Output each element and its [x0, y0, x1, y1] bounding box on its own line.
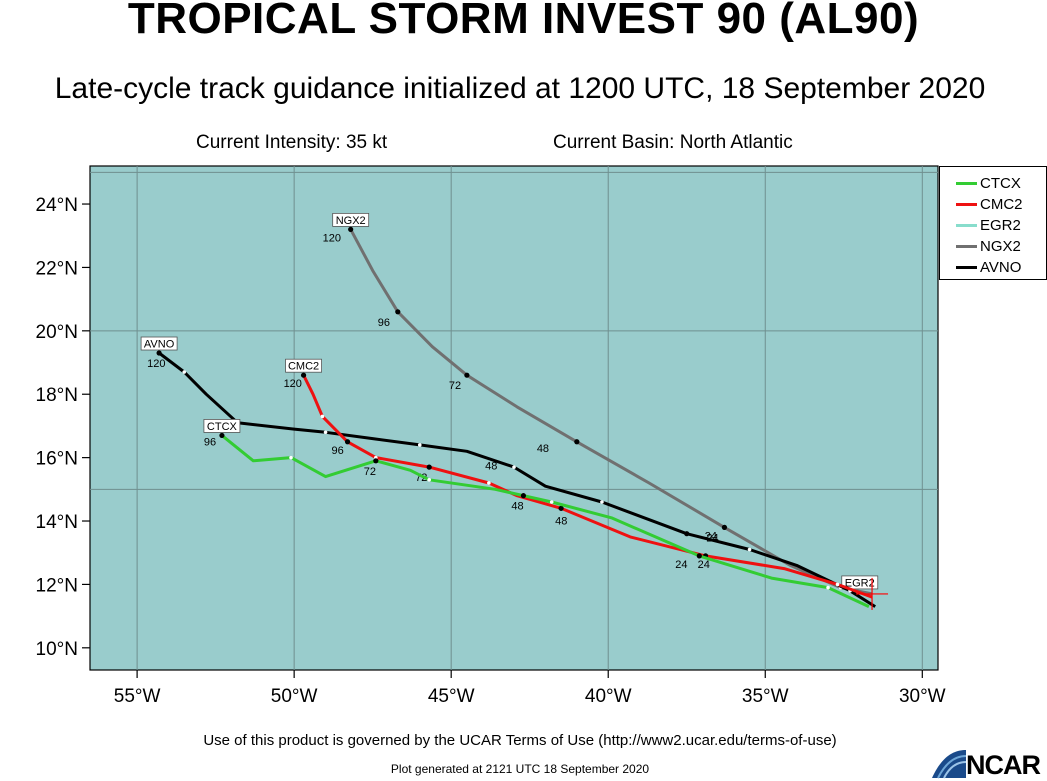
current-intensity: Current Intensity: 35 kt	[196, 132, 388, 153]
track-fix-cmc2	[426, 464, 432, 470]
lon-tick-label: 30°W	[899, 686, 946, 707]
track-point-avno	[323, 430, 328, 435]
track-end-label-avno: AVNO	[144, 339, 175, 351]
track-cmc2	[302, 374, 873, 599]
chart-title: TROPICAL STORM INVEST 90 (AL90)	[127, 0, 920, 43]
track-fix-ctcx	[696, 553, 702, 559]
track-end-box-cmc2	[285, 358, 322, 373]
legend-swatch-ctcx	[956, 181, 977, 185]
forecast-hour-label: 48	[511, 501, 523, 513]
track-fix-ngx2	[464, 372, 470, 378]
forecast-hour-label: 96	[204, 436, 216, 448]
legend-item-cmc2: CMC2	[956, 194, 1023, 214]
track-fix-ngx2	[574, 439, 580, 445]
legend-swatch-ngx2	[956, 244, 977, 248]
legend-label-ngx2: NGX2	[980, 237, 1021, 255]
legend-item-egr2: EGR2	[956, 215, 1021, 235]
lon-tick-label: 35°W	[742, 686, 789, 707]
lat-tick-label: 20°N	[36, 322, 78, 343]
track-fix-ctcx	[219, 432, 225, 439]
track-fix-ngx2	[348, 226, 354, 232]
track-point-ctcx	[427, 478, 432, 482]
track-avno	[158, 351, 876, 608]
track-point-avno	[417, 443, 422, 447]
current-basin: Current Basin: North Atlantic	[553, 132, 793, 153]
forecast-hour-label: 120	[147, 358, 165, 370]
lat-tick-label: 22°N	[36, 258, 78, 279]
forecast-hour-label: 48	[537, 443, 549, 455]
legend-item-ngx2: NGX2	[956, 236, 1021, 256]
terms-of-use: Use of this product is governed by the U…	[203, 732, 837, 749]
track-point-ctcx	[826, 585, 830, 590]
legend-item-avno: AVNO	[956, 257, 1021, 277]
track-point-cmc2	[487, 481, 491, 485]
legend-label-egr2: EGR2	[980, 216, 1021, 234]
track-point-avno	[512, 465, 516, 469]
lat-tick-label: 12°N	[36, 575, 78, 596]
lon-tick-label: 45°W	[428, 686, 475, 707]
track-point-avno	[182, 370, 187, 374]
forecast-hour-label: 24	[698, 559, 710, 571]
ocean-area	[89, 165, 939, 671]
forecast-hour-label: 120	[323, 232, 341, 244]
forecast-hour-label: 72	[449, 380, 461, 392]
legend-label-cmc2: CMC2	[980, 195, 1023, 213]
generated-timestamp: Plot generated at 2121 UTC 18 September …	[390, 762, 650, 776]
legend-swatch-egr2	[956, 223, 977, 227]
track-ngx2	[349, 228, 873, 596]
lat-tick-label: 18°N	[36, 385, 78, 406]
track-end-label-cmc2: CMC2	[288, 361, 319, 373]
track-end-box-ctcx	[203, 419, 241, 433]
track-point-ctcx	[289, 455, 293, 460]
legend-label-avno: AVNO	[980, 258, 1022, 276]
legend-swatch-cmc2	[956, 202, 977, 206]
track-end-box-egr2	[841, 575, 879, 590]
forecast-hour-label: 96	[332, 445, 344, 457]
legend-label-ctcx: CTCX	[980, 174, 1021, 192]
lon-tick-label: 50°W	[271, 686, 318, 707]
track-point-cmc2	[835, 582, 840, 587]
track-fix-cmc2	[300, 372, 307, 378]
track-point-avno	[747, 547, 752, 552]
ncar-logo-text: NCAR	[966, 750, 1041, 780]
track-fix-avno	[156, 350, 162, 356]
forecast-hour-label: 24	[675, 559, 687, 571]
forecast-hour-label: 48	[485, 460, 497, 472]
ncar-logo-icon	[932, 750, 967, 779]
track-point-ctcx	[549, 500, 554, 504]
lat-tick-label: 10°N	[36, 639, 78, 660]
legend-item-ctcx: CTCX	[956, 173, 1021, 193]
lat-tick-label: 24°N	[36, 195, 78, 216]
forecast-hour-label: 24	[705, 531, 717, 543]
forecast-hour-label: 72	[364, 466, 376, 478]
legend-swatch-avno	[956, 265, 977, 269]
track-end-box-avno	[140, 336, 178, 351]
chart-subtitle: Late-cycle track guidance initialized at…	[54, 72, 986, 105]
track-end-label-ctcx: CTCX	[207, 421, 238, 433]
track-fix-avno	[684, 531, 690, 537]
track-fix-ctcx	[373, 458, 379, 464]
track-fix-cmc2	[344, 439, 351, 445]
track-fix-ctcx	[520, 493, 527, 499]
track-point-avno	[600, 500, 604, 504]
forecast-hour-label: 120	[284, 378, 302, 390]
forecast-hour-label: 96	[378, 317, 390, 329]
lat-tick-label: 16°N	[36, 449, 78, 470]
forecast-hour-label: 48	[555, 515, 567, 527]
lat-tick-label: 14°N	[36, 512, 78, 533]
lon-tick-label: 55°W	[114, 686, 161, 707]
track-end-label-ngx2: NGX2	[336, 215, 366, 227]
track-ctcx	[220, 434, 870, 608]
track-fix-cmc2	[558, 505, 564, 511]
track-point-cmc2	[320, 414, 325, 419]
lon-tick-label: 40°W	[585, 686, 632, 707]
track-end-label-egr2: EGR2	[845, 577, 875, 589]
legend: CTCX CMC2 EGR2 NGX2 AVNO	[939, 166, 1047, 280]
track-fix-ngx2	[395, 309, 401, 315]
track-fix-ngx2	[721, 524, 728, 530]
track-end-box-ngx2	[332, 212, 370, 227]
